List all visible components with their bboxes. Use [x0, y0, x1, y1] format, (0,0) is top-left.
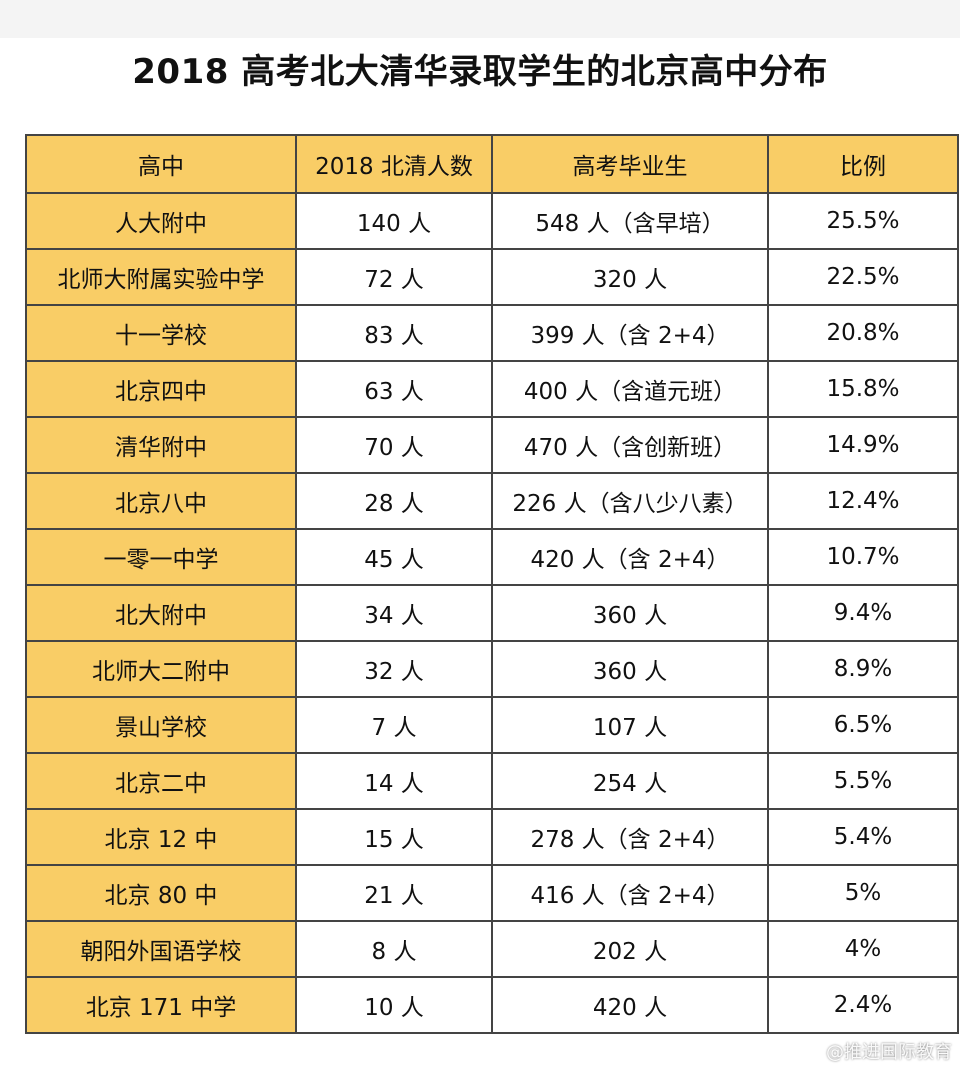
- table-row: 一零一中学 45 人 420 人（含 2+4） 10.7%: [25, 528, 959, 586]
- table-header-row: 高中 2018 北清人数 高考毕业生 比例: [25, 134, 959, 194]
- cell-graduates: 202 人: [491, 920, 769, 978]
- table-row: 北京 12 中 15 人 278 人（含 2+4） 5.4%: [25, 808, 959, 866]
- cell-school: 北京 171 中学: [25, 976, 297, 1034]
- table-row: 清华附中 70 人 470 人（含创新班） 14.9%: [25, 416, 959, 474]
- cell-graduates: 254 人: [491, 752, 769, 810]
- table-row: 朝阳外国语学校 8 人 202 人 4%: [25, 920, 959, 978]
- cell-admitted: 10 人: [295, 976, 493, 1034]
- table-row: 北京二中 14 人 254 人 5.5%: [25, 752, 959, 810]
- table-row: 北京八中 28 人 226 人（含八少八素） 12.4%: [25, 472, 959, 530]
- table-row: 北师大二附中 32 人 360 人 8.9%: [25, 640, 959, 698]
- cell-admitted: 83 人: [295, 304, 493, 362]
- table-row: 北大附中 34 人 360 人 9.4%: [25, 584, 959, 642]
- cell-ratio: 9.4%: [767, 584, 959, 642]
- cell-school: 一零一中学: [25, 528, 297, 586]
- cell-graduates: 399 人（含 2+4）: [491, 304, 769, 362]
- cell-admitted: 28 人: [295, 472, 493, 530]
- table-row: 人大附中 140 人 548 人（含早培） 25.5%: [25, 192, 959, 250]
- cell-ratio: 4%: [767, 920, 959, 978]
- table-row: 北师大附属实验中学 72 人 320 人 22.5%: [25, 248, 959, 306]
- table-row: 北京四中 63 人 400 人（含道元班） 15.8%: [25, 360, 959, 418]
- enrollment-table-container: 高中 2018 北清人数 高考毕业生 比例 人大附中 140 人 548 人（含…: [25, 134, 959, 1034]
- table-row: 景山学校 7 人 107 人 6.5%: [25, 696, 959, 754]
- cell-ratio: 12.4%: [767, 472, 959, 530]
- cell-admitted: 34 人: [295, 584, 493, 642]
- cell-school: 北大附中: [25, 584, 297, 642]
- cell-ratio: 5%: [767, 864, 959, 922]
- cell-admitted: 32 人: [295, 640, 493, 698]
- cell-graduates: 420 人（含 2+4）: [491, 528, 769, 586]
- cell-ratio: 22.5%: [767, 248, 959, 306]
- cell-ratio: 5.5%: [767, 752, 959, 810]
- cell-ratio: 8.9%: [767, 640, 959, 698]
- header-admitted-count: 2018 北清人数: [295, 134, 493, 194]
- cell-school: 景山学校: [25, 696, 297, 754]
- header-graduates: 高考毕业生: [491, 134, 769, 194]
- cell-admitted: 140 人: [295, 192, 493, 250]
- cell-ratio: 6.5%: [767, 696, 959, 754]
- cell-admitted: 70 人: [295, 416, 493, 474]
- cell-ratio: 25.5%: [767, 192, 959, 250]
- cell-school: 北京八中: [25, 472, 297, 530]
- cell-admitted: 7 人: [295, 696, 493, 754]
- cell-admitted: 63 人: [295, 360, 493, 418]
- cell-admitted: 72 人: [295, 248, 493, 306]
- cell-school: 人大附中: [25, 192, 297, 250]
- cell-graduates: 400 人（含道元班）: [491, 360, 769, 418]
- cell-admitted: 8 人: [295, 920, 493, 978]
- cell-graduates: 320 人: [491, 248, 769, 306]
- cell-ratio: 5.4%: [767, 808, 959, 866]
- cell-school: 北京 80 中: [25, 864, 297, 922]
- cell-admitted: 21 人: [295, 864, 493, 922]
- cell-school: 清华附中: [25, 416, 297, 474]
- cell-school: 北京 12 中: [25, 808, 297, 866]
- cell-admitted: 45 人: [295, 528, 493, 586]
- cell-graduates: 360 人: [491, 584, 769, 642]
- cell-graduates: 107 人: [491, 696, 769, 754]
- enrollment-table: 高中 2018 北清人数 高考毕业生 比例 人大附中 140 人 548 人（含…: [25, 134, 959, 1034]
- table-row: 北京 171 中学 10 人 420 人 2.4%: [25, 976, 959, 1034]
- page-title: 2018 高考北大清华录取学生的北京高中分布: [132, 52, 828, 92]
- cell-admitted: 15 人: [295, 808, 493, 866]
- table-row: 北京 80 中 21 人 416 人（含 2+4） 5%: [25, 864, 959, 922]
- cell-school: 北师大二附中: [25, 640, 297, 698]
- cell-ratio: 2.4%: [767, 976, 959, 1034]
- cell-graduates: 470 人（含创新班）: [491, 416, 769, 474]
- cell-ratio: 10.7%: [767, 528, 959, 586]
- cell-school: 朝阳外国语学校: [25, 920, 297, 978]
- cell-ratio: 14.9%: [767, 416, 959, 474]
- cell-graduates: 226 人（含八少八素）: [491, 472, 769, 530]
- cell-admitted: 14 人: [295, 752, 493, 810]
- cell-school: 北师大附属实验中学: [25, 248, 297, 306]
- cell-graduates: 278 人（含 2+4）: [491, 808, 769, 866]
- cell-ratio: 20.8%: [767, 304, 959, 362]
- cell-ratio: 15.8%: [767, 360, 959, 418]
- cell-graduates: 548 人（含早培）: [491, 192, 769, 250]
- header-school: 高中: [25, 134, 297, 194]
- cell-school: 北京四中: [25, 360, 297, 418]
- header-ratio: 比例: [767, 134, 959, 194]
- cell-graduates: 416 人（含 2+4）: [491, 864, 769, 922]
- cell-school: 十一学校: [25, 304, 297, 362]
- table-row: 十一学校 83 人 399 人（含 2+4） 20.8%: [25, 304, 959, 362]
- cell-graduates: 360 人: [491, 640, 769, 698]
- cell-graduates: 420 人: [491, 976, 769, 1034]
- cell-school: 北京二中: [25, 752, 297, 810]
- watermark-text: @推进国际教育: [826, 1042, 952, 1063]
